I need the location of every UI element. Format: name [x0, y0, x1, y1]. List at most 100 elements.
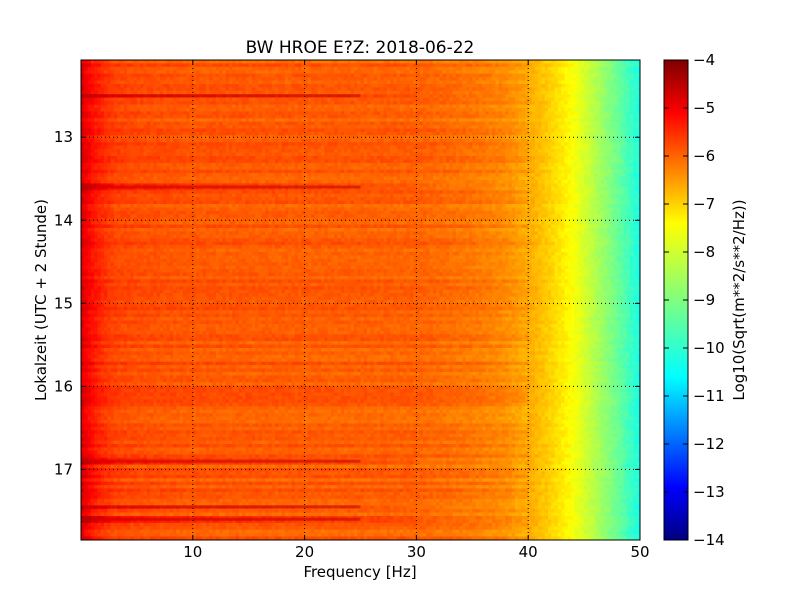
- heatmap-cell: [81, 97, 85, 102]
- heatmap-cell: [633, 77, 638, 82]
- heatmap-cell: [347, 101, 352, 106]
- heatmap-cell: [603, 101, 608, 106]
- heatmap-cell: [551, 101, 556, 106]
- heatmap-cell: [426, 63, 431, 68]
- heatmap-cell: [432, 94, 437, 99]
- heatmap-cell: [110, 73, 115, 78]
- heatmap-cell: [459, 90, 464, 95]
- heatmap-cell: [261, 70, 266, 75]
- heatmap-cell: [81, 104, 85, 109]
- heatmap-cell: [511, 87, 516, 92]
- heatmap-cell: [298, 73, 302, 78]
- heatmap-cell: [337, 77, 342, 82]
- heatmap-cell: [485, 97, 490, 102]
- heatmap-cell: [610, 84, 615, 89]
- heatmap-cell: [215, 73, 220, 78]
- heatmap-cell: [482, 66, 487, 71]
- heatmap-cell: [620, 94, 625, 99]
- heatmap-cell: [455, 73, 460, 78]
- heatmap-cell: [90, 80, 95, 85]
- heatmap-cell: [192, 60, 197, 65]
- heatmap-cell: [574, 90, 579, 95]
- heatmap-cell: [554, 80, 559, 85]
- heatmap-cell: [288, 73, 293, 78]
- heatmap-cell: [301, 84, 306, 89]
- heatmap-cell: [228, 73, 233, 78]
- heatmap-cell: [442, 63, 447, 68]
- heatmap-cell: [81, 80, 85, 85]
- heatmap-cell: [215, 80, 220, 85]
- heatmap-cell: [146, 77, 151, 82]
- heatmap-cell: [271, 63, 276, 68]
- heatmap-cell: [492, 73, 496, 78]
- heatmap-cell: [288, 77, 293, 82]
- heatmap-cell: [367, 66, 371, 71]
- heatmap-cell: [357, 97, 362, 102]
- heatmap-cell: [603, 73, 608, 78]
- heatmap-cell: [363, 101, 368, 106]
- heatmap-cell: [633, 70, 638, 75]
- heatmap-cell: [574, 108, 579, 113]
- heatmap-cell: [511, 63, 516, 68]
- heatmap-cell: [291, 108, 296, 113]
- heatmap-cell: [84, 77, 89, 82]
- heatmap-cell: [363, 73, 368, 78]
- heatmap-cell: [524, 90, 529, 95]
- heatmap-cell: [314, 60, 319, 65]
- heatmap-cell: [360, 108, 365, 113]
- heatmap-cell: [202, 104, 207, 109]
- heatmap-cell: [531, 97, 536, 102]
- heatmap-cell: [475, 108, 480, 113]
- heatmap-cell: [449, 104, 454, 109]
- heatmap-cell: [150, 70, 154, 75]
- heatmap-cell: [196, 104, 200, 109]
- heatmap-cell: [505, 84, 510, 89]
- heatmap-cell: [436, 90, 441, 95]
- heatmap-cell: [399, 66, 404, 71]
- heatmap-cell: [380, 63, 385, 68]
- heatmap-cell: [541, 70, 546, 75]
- heatmap-cell: [584, 80, 588, 85]
- heatmap-cell: [538, 94, 542, 99]
- heatmap-cell: [472, 80, 477, 85]
- heatmap-cell: [478, 84, 483, 89]
- heatmap-cell: [271, 108, 276, 113]
- heatmap-cell: [626, 80, 631, 85]
- heatmap-cell: [192, 108, 197, 113]
- heatmap-cell: [442, 73, 447, 78]
- heatmap-cell: [324, 73, 329, 78]
- heatmap-cell: [156, 87, 161, 92]
- heatmap-cell: [196, 63, 200, 68]
- heatmap-cell: [353, 108, 358, 113]
- heatmap-cell: [182, 70, 187, 75]
- heatmap-cell: [291, 111, 296, 116]
- heatmap-cell: [228, 90, 233, 95]
- heatmap-cell: [205, 60, 210, 65]
- heatmap-cell: [199, 63, 204, 68]
- heatmap-cell: [298, 84, 302, 89]
- heatmap-cell: [373, 60, 378, 65]
- heatmap-cell: [242, 84, 247, 89]
- heatmap-cell: [321, 80, 325, 85]
- heatmap-cell: [176, 87, 181, 92]
- heatmap-cell: [538, 63, 542, 68]
- heatmap-cell: [587, 84, 592, 89]
- heatmap-cell: [419, 97, 424, 102]
- heatmap-cell: [186, 90, 191, 95]
- heatmap-cell: [626, 87, 631, 92]
- heatmap-cell: [515, 73, 519, 78]
- heatmap-cell: [455, 80, 460, 85]
- heatmap-cell: [488, 87, 493, 92]
- heatmap-cell: [196, 70, 200, 75]
- heatmap-cell: [511, 60, 516, 65]
- heatmap-cell: [406, 94, 411, 99]
- heatmap-cell: [278, 87, 283, 92]
- heatmap-cell: [196, 66, 200, 71]
- heatmap-cell: [482, 73, 487, 78]
- heatmap-cell: [281, 90, 286, 95]
- heatmap-cell: [429, 60, 434, 65]
- heatmap-cell: [311, 80, 316, 85]
- heatmap-cell: [222, 90, 227, 95]
- heatmap-cell: [482, 101, 487, 106]
- heatmap-cell: [432, 63, 437, 68]
